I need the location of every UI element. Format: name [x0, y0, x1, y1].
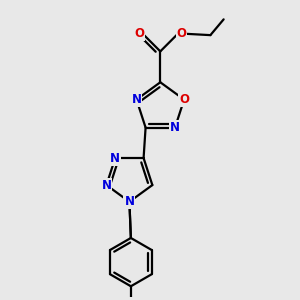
- Text: O: O: [176, 27, 187, 40]
- Text: O: O: [179, 93, 189, 106]
- Text: N: N: [101, 178, 111, 192]
- Text: N: N: [124, 195, 134, 208]
- Text: N: N: [131, 93, 142, 106]
- Text: N: N: [170, 121, 180, 134]
- Text: N: N: [110, 152, 120, 165]
- Text: O: O: [134, 27, 144, 40]
